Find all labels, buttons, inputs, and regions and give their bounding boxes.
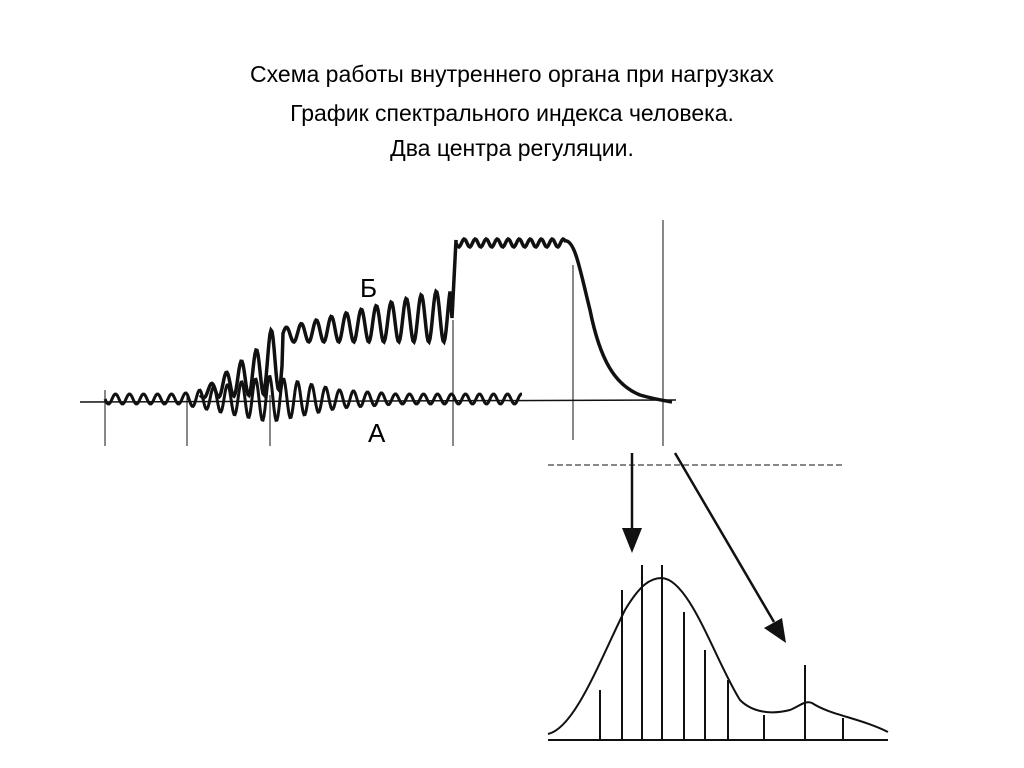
- upper-graph: Б А: [79, 220, 677, 448]
- arrowhead: [622, 528, 642, 553]
- curve-b: [198, 236, 673, 404]
- subtitle-line: График спектрального индекса человека.: [290, 100, 734, 126]
- arrow: [673, 452, 776, 623]
- subtitle-line: Два центра регуляции.: [390, 135, 634, 161]
- curve-label: Б: [360, 273, 377, 303]
- spectrum-curve: [547, 576, 889, 735]
- curve-a: [103, 374, 523, 423]
- spectral-lines: [599, 565, 844, 740]
- title: Схема работы внутреннего органа при нагр…: [250, 61, 774, 87]
- arrowhead: [764, 618, 786, 643]
- lower-graph: [547, 452, 889, 741]
- curve-label: А: [368, 418, 386, 448]
